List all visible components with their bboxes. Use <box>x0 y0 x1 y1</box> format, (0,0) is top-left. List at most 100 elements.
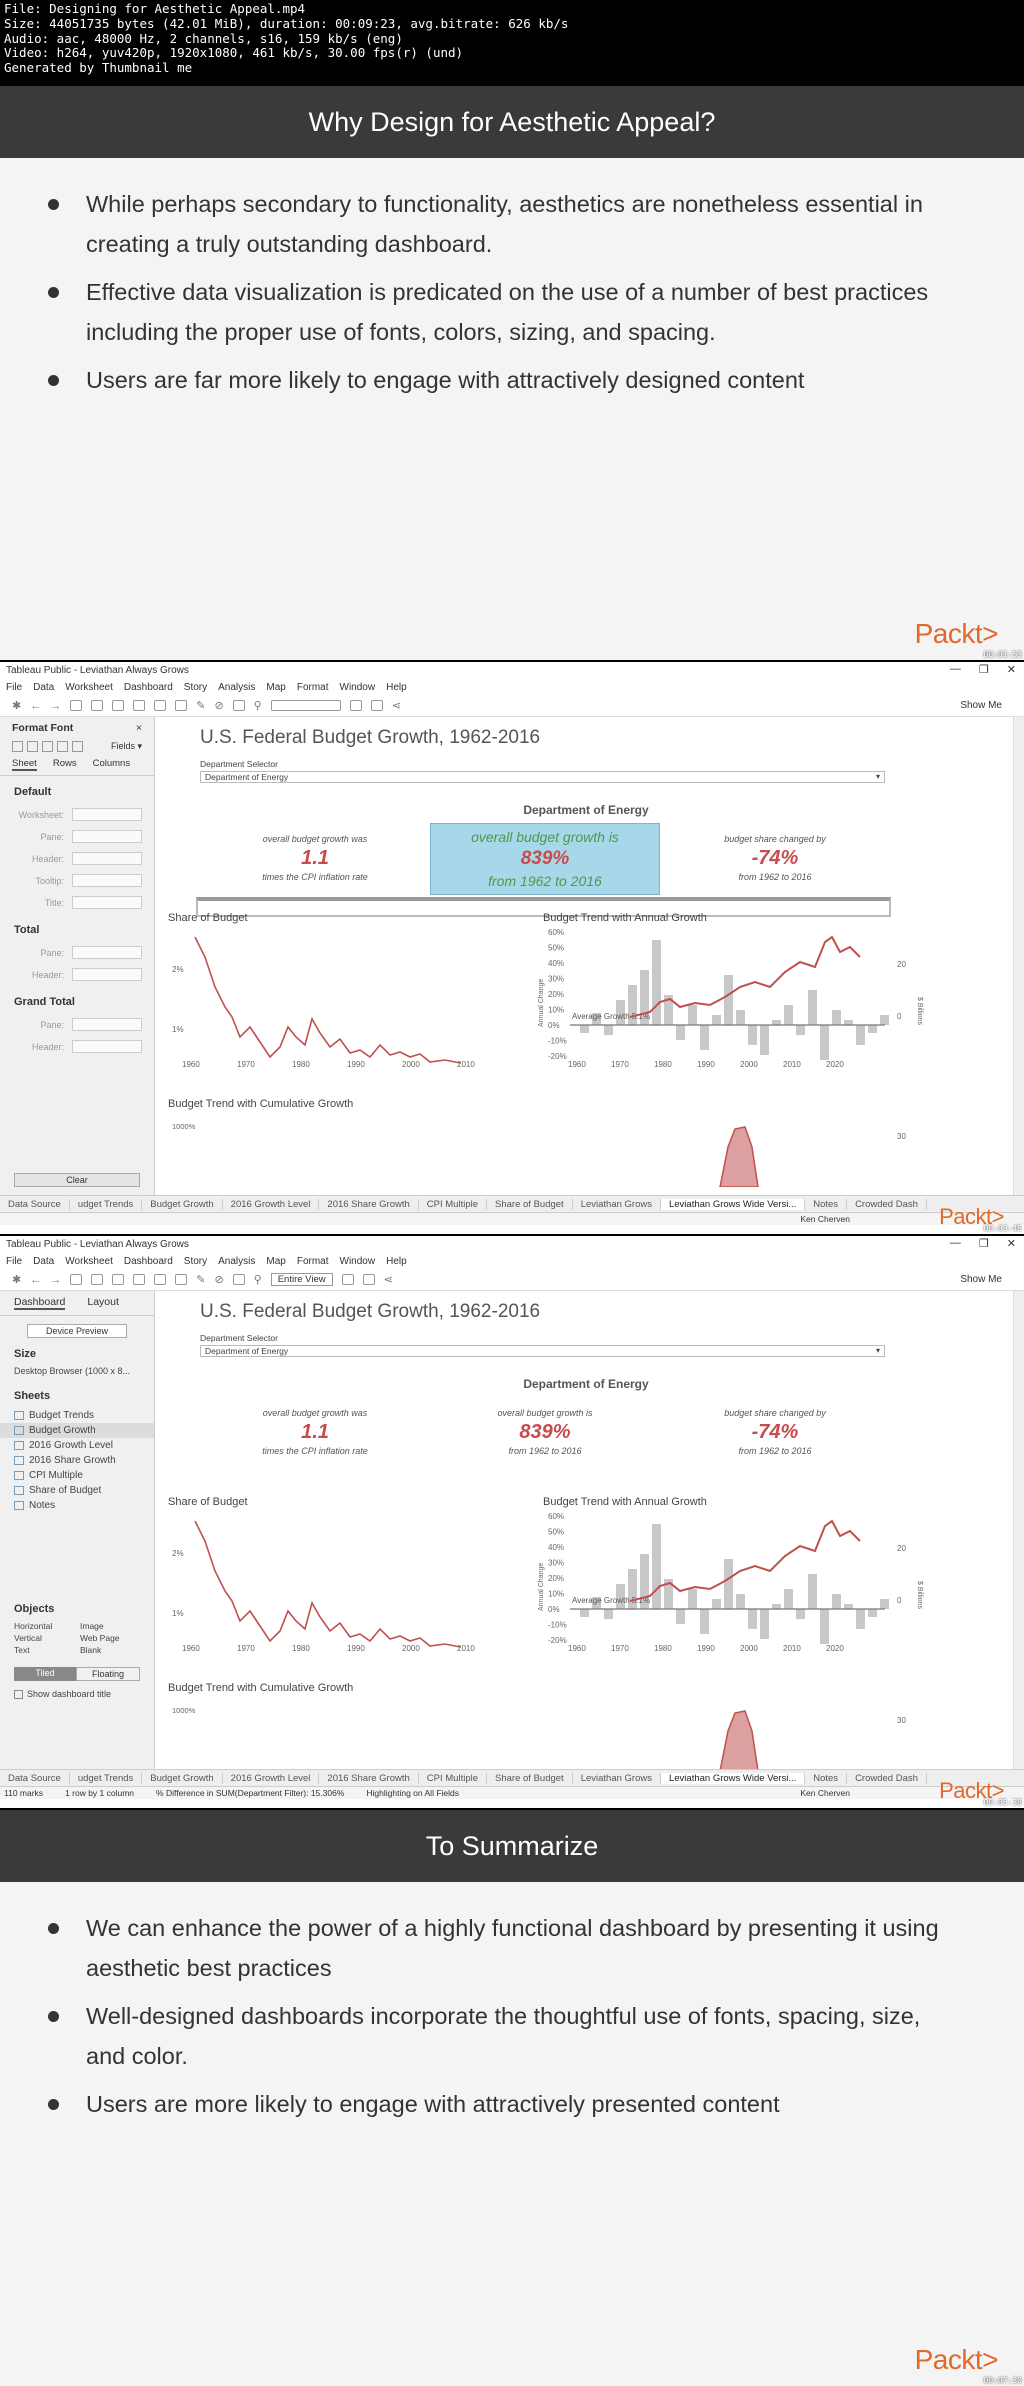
menu-format[interactable]: Format <box>296 681 329 693</box>
sheet-tab[interactable]: Leviathan Grows <box>573 1772 661 1784</box>
share-icon[interactable]: ⋖ <box>383 1274 393 1286</box>
group-icon[interactable]: ⊘ <box>214 700 224 712</box>
pin-icon[interactable]: ⚲ <box>253 1274 262 1286</box>
vertical-scrollbar[interactable] <box>1013 1291 1024 1769</box>
menu-window[interactable]: Window <box>339 681 376 693</box>
close-icon[interactable]: ✕ <box>1006 1238 1016 1250</box>
menu-data[interactable]: Data <box>33 681 55 693</box>
sheet-tab[interactable]: 2016 Growth Level <box>223 1772 320 1784</box>
user-name[interactable]: Ken Cherven <box>800 1214 850 1224</box>
font-select[interactable] <box>72 1018 142 1031</box>
sheet-tab[interactable]: Share of Budget <box>487 1772 573 1784</box>
forward-icon[interactable]: → <box>50 1273 62 1286</box>
minimize-icon[interactable]: — <box>949 663 961 675</box>
new-sheet-icon[interactable] <box>91 1274 104 1285</box>
font-select[interactable] <box>72 946 142 959</box>
object-item[interactable]: Blank <box>80 1645 102 1655</box>
view-select[interactable] <box>270 700 341 711</box>
font-select[interactable] <box>72 968 142 981</box>
duplicate-icon[interactable] <box>112 700 125 711</box>
object-item[interactable]: Web Page <box>80 1633 120 1643</box>
sheet-list-item[interactable]: 2016 Growth Level <box>0 1438 154 1453</box>
sheet-tab[interactable]: Leviathan Grows Wide Versi... <box>660 1198 806 1210</box>
floating-toggle[interactable]: Floating <box>76 1667 140 1681</box>
object-item[interactable]: Text <box>14 1645 30 1655</box>
kpi-growth-highlighted[interactable]: overall budget growth is 839% from 1962 to… <box>430 823 660 895</box>
tab-columns[interactable]: Columns <box>92 758 131 769</box>
swap-icon[interactable] <box>133 1274 146 1285</box>
sheet-tab[interactable]: Leviathan Grows <box>573 1198 661 1210</box>
sheet-list-item[interactable]: Budget Growth <box>0 1423 154 1438</box>
show-title-checkbox[interactable] <box>14 1689 23 1699</box>
user-name[interactable]: Ken Cherven <box>800 1788 850 1798</box>
sheet-tab[interactable]: Crowded Dash <box>847 1198 927 1210</box>
font-select[interactable] <box>72 874 142 887</box>
device-preview-button[interactable]: Device Preview <box>27 1324 127 1338</box>
tab-dashboard[interactable]: Dashboard <box>14 1296 66 1310</box>
sheet-tab[interactable]: CPI Multiple <box>419 1198 488 1210</box>
share-icon[interactable]: ⋖ <box>391 700 401 712</box>
sort-desc-icon[interactable] <box>175 1274 188 1285</box>
duplicate-icon[interactable] <box>112 1274 125 1285</box>
pin-icon[interactable]: ⚲ <box>253 700 262 712</box>
swap-icon[interactable] <box>133 700 146 711</box>
fields-dropdown[interactable]: Fields ▾ <box>110 741 142 751</box>
save-icon[interactable] <box>70 700 83 711</box>
object-item[interactable]: Horizontal <box>14 1621 53 1631</box>
tableau-logo-icon[interactable]: ✱ <box>12 1274 22 1286</box>
menu-dashboard[interactable]: Dashboard <box>123 681 173 693</box>
highlight-icon[interactable]: ✎ <box>196 700 206 712</box>
sheet-tab[interactable]: Leviathan Grows Wide Versi... <box>660 1772 806 1784</box>
view-select[interactable]: Entire View <box>270 1273 333 1286</box>
restore-icon[interactable]: ❐ <box>978 1238 989 1250</box>
menu-story[interactable]: Story <box>183 681 208 693</box>
label-icon[interactable] <box>232 1274 245 1285</box>
highlight-icon[interactable]: ✎ <box>196 1274 206 1286</box>
back-icon[interactable]: ← <box>30 1273 42 1286</box>
minimize-icon[interactable]: — <box>949 1237 961 1249</box>
sheet-tab[interactable]: udget Trends <box>70 1198 143 1210</box>
menu-story[interactable]: Story <box>183 1255 208 1267</box>
save-icon[interactable] <box>70 1274 83 1285</box>
tab-rows[interactable]: Rows <box>52 758 77 769</box>
sheet-tab[interactable]: udget Trends <box>70 1772 143 1784</box>
sheet-tab[interactable]: Notes <box>805 1772 848 1784</box>
sheet-tab[interactable]: CPI Multiple <box>419 1772 488 1784</box>
tab-layout[interactable]: Layout <box>87 1296 119 1308</box>
menu-help[interactable]: Help <box>386 681 407 693</box>
menu-window[interactable]: Window <box>339 1255 376 1267</box>
forward-icon[interactable]: → <box>50 699 62 712</box>
sheet-tab[interactable]: 2016 Share Growth <box>319 1198 419 1210</box>
department-selector[interactable]: Department of Energy <box>200 771 885 783</box>
sheet-tab[interactable]: 2016 Share Growth <box>319 1772 419 1784</box>
show-me-button[interactable]: Show Me <box>960 700 1002 711</box>
clear-button[interactable]: Clear <box>14 1173 140 1187</box>
sort-asc-icon[interactable] <box>154 700 167 711</box>
menu-file[interactable]: File <box>6 1255 23 1267</box>
object-item[interactable]: Vertical <box>14 1633 42 1643</box>
sheet-tab[interactable]: Notes <box>805 1198 848 1210</box>
sheet-list-item[interactable]: Notes <box>0 1498 154 1513</box>
size-select[interactable]: Desktop Browser (1000 x 8... <box>14 1366 131 1376</box>
object-item[interactable]: Image <box>80 1621 104 1631</box>
sheet-tab[interactable]: 2016 Growth Level <box>223 1198 320 1210</box>
lines-icon[interactable] <box>72 741 83 752</box>
sort-desc-icon[interactable] <box>175 700 188 711</box>
menu-help[interactable]: Help <box>386 1255 407 1267</box>
shading-icon[interactable] <box>42 741 53 752</box>
chart-icon[interactable] <box>349 700 362 711</box>
sheet-list-item[interactable]: Budget Trends <box>0 1408 154 1423</box>
tableau-logo-icon[interactable]: ✱ <box>12 700 22 712</box>
font-select[interactable] <box>72 1040 142 1053</box>
back-icon[interactable]: ← <box>30 699 42 712</box>
department-selector[interactable]: Department of Energy <box>200 1345 885 1357</box>
sheet-tab[interactable]: Data Source <box>0 1198 70 1210</box>
menu-worksheet[interactable]: Worksheet <box>65 681 113 693</box>
alignment-icon[interactable] <box>57 741 68 752</box>
chart-icon[interactable] <box>341 1274 354 1285</box>
sort-asc-icon[interactable] <box>154 1274 167 1285</box>
menu-analysis[interactable]: Analysis <box>218 681 256 693</box>
font-select[interactable] <box>72 852 142 865</box>
sheet-list-item[interactable]: 2016 Share Growth <box>0 1453 154 1468</box>
show-me-button[interactable]: Show Me <box>960 1274 1002 1285</box>
